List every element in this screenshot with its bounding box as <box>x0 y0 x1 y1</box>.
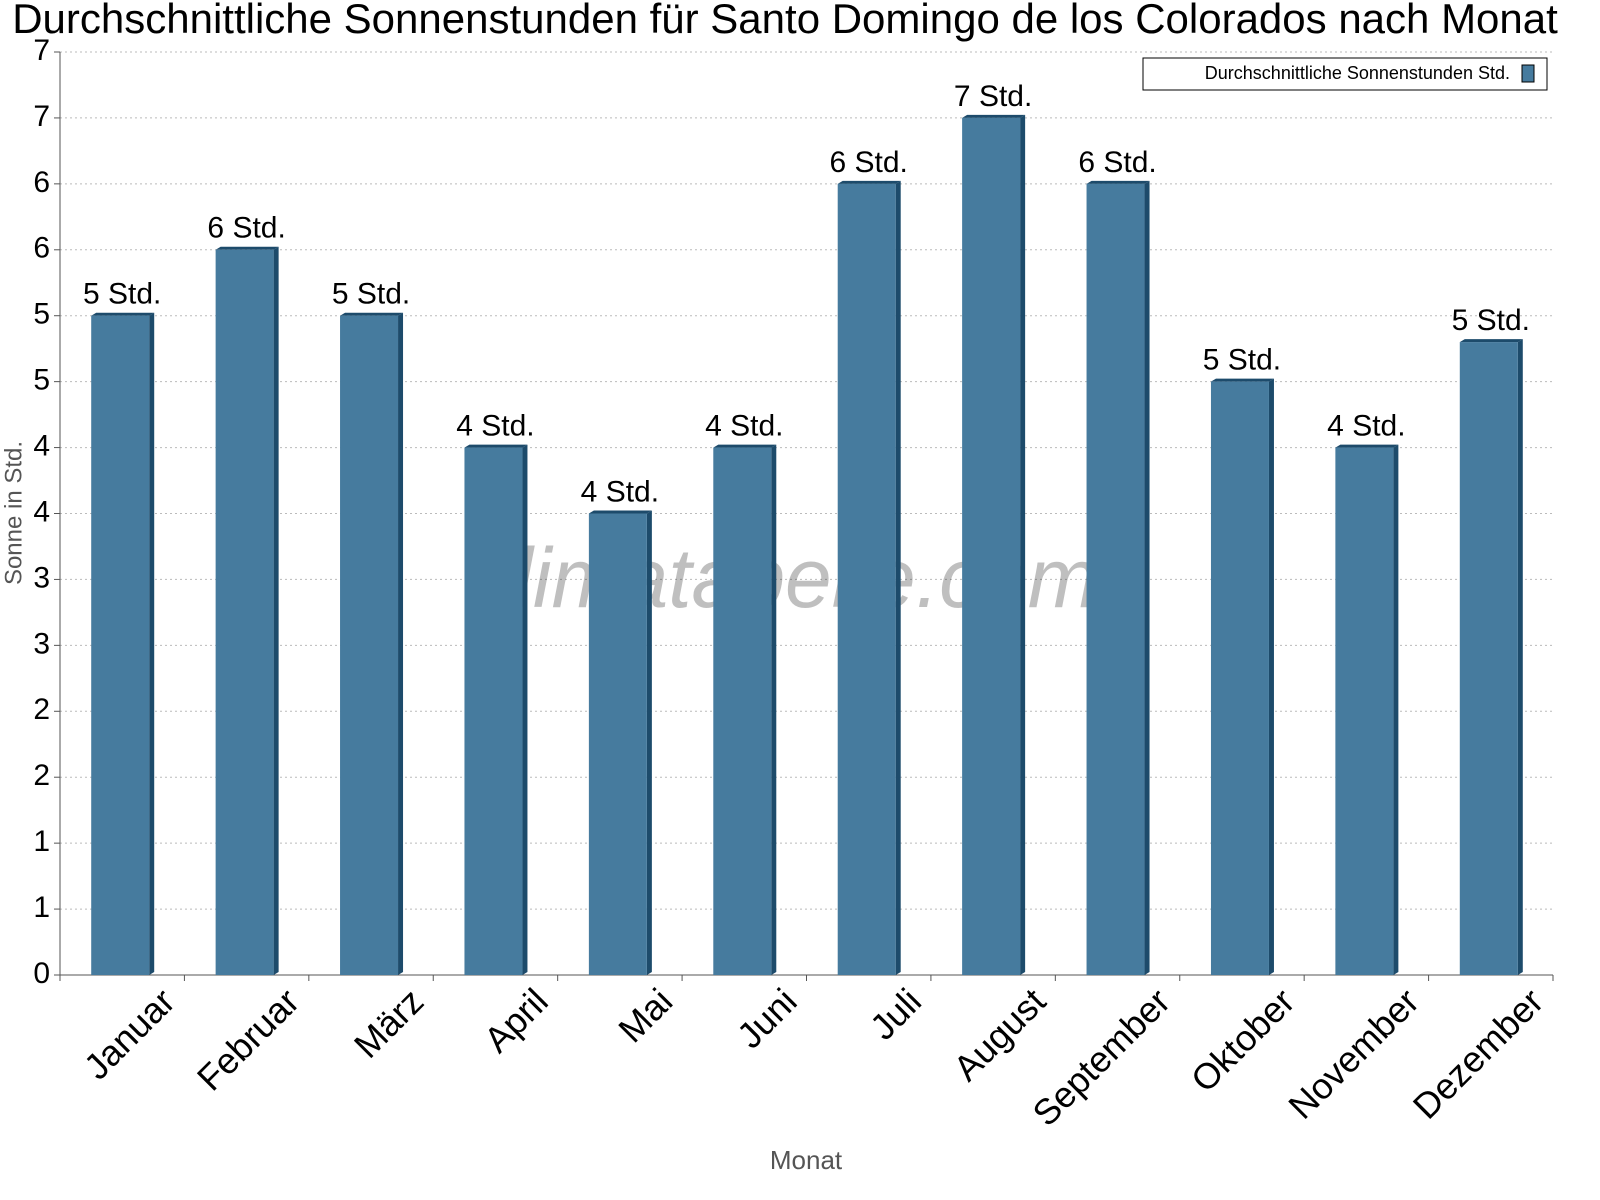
bar-group <box>1335 444 1399 976</box>
bar-side <box>771 444 777 976</box>
bar-top <box>1335 444 1399 448</box>
bar-top <box>464 444 528 448</box>
bar-group <box>464 444 528 976</box>
bar-side <box>273 246 279 976</box>
bar-side <box>646 510 652 975</box>
data-label: 6 Std. <box>1078 146 1156 179</box>
y-tick-label: 7 <box>33 34 50 67</box>
bar <box>1335 447 1394 976</box>
bar <box>215 249 274 976</box>
bar <box>1210 381 1269 976</box>
bar <box>91 315 150 975</box>
bar <box>340 315 399 975</box>
y-tick-label: 5 <box>33 364 50 397</box>
bar-side <box>398 312 404 975</box>
bar-side <box>1020 114 1026 975</box>
y-tick-label: 6 <box>33 166 50 199</box>
bar-group <box>215 246 279 976</box>
data-label: 4 Std. <box>581 475 659 508</box>
bar-top <box>1086 180 1150 184</box>
y-tick-label: 5 <box>33 298 50 331</box>
bar <box>962 117 1021 975</box>
bar-group <box>91 312 155 975</box>
bar-side <box>1144 180 1150 975</box>
bar-group <box>962 114 1026 975</box>
bar-top <box>588 510 652 514</box>
bar-group <box>340 312 404 975</box>
bar-side <box>522 444 528 976</box>
chart-title: Durchschnittliche Sonnenstunden für Sant… <box>12 0 1558 42</box>
bar <box>713 447 772 976</box>
y-axis-label: Sonne in Std. <box>0 441 27 585</box>
legend-label: Durchschnittliche Sonnenstunden Std. <box>1205 63 1510 83</box>
bar <box>464 447 523 976</box>
y-tick-label: 3 <box>33 561 50 594</box>
bar-top <box>837 180 901 184</box>
data-label: 5 Std. <box>83 278 161 311</box>
y-tick-label: 3 <box>33 627 50 660</box>
y-tick-label: 2 <box>33 693 50 726</box>
y-tick-label: 1 <box>33 891 50 924</box>
y-tick-label: 7 <box>33 100 50 133</box>
y-tick-label: 0 <box>33 957 50 990</box>
data-label: 4 Std. <box>1327 409 1405 442</box>
bar-group <box>837 180 901 975</box>
bar <box>588 513 647 975</box>
data-label: 6 Std. <box>830 146 908 179</box>
bar-group <box>1210 378 1274 976</box>
legend-swatch <box>1521 64 1535 83</box>
y-tick-label: 6 <box>33 232 50 265</box>
legend-box <box>1142 57 1548 91</box>
bar <box>837 183 896 975</box>
y-tick-label: 4 <box>33 495 50 528</box>
data-label: 5 Std. <box>332 278 410 311</box>
bar-top <box>1459 339 1523 343</box>
data-label: 4 Std. <box>456 409 534 442</box>
data-label: 4 Std. <box>705 409 783 442</box>
bar-group <box>588 510 652 975</box>
bar <box>1086 183 1145 975</box>
y-tick-label: 1 <box>33 825 50 858</box>
data-label: 7 Std. <box>954 80 1032 113</box>
bar-side <box>1393 444 1399 976</box>
data-label: 6 Std. <box>207 212 285 245</box>
bar-top <box>713 444 777 448</box>
data-label: 5 Std. <box>1452 304 1530 337</box>
bar-top <box>962 114 1026 118</box>
x-axis-label: Monat <box>770 1145 843 1175</box>
bar-group <box>1459 339 1523 976</box>
bar-top <box>340 312 404 316</box>
bar-top <box>91 312 155 316</box>
bar-side <box>149 312 155 975</box>
bar-side <box>895 180 901 975</box>
y-tick-label: 2 <box>33 759 50 792</box>
data-label: 5 Std. <box>1203 344 1281 377</box>
bar-top <box>1210 378 1274 382</box>
bar-group <box>1086 180 1150 975</box>
bar-top <box>215 246 279 250</box>
bar-group <box>713 444 777 976</box>
bar-side <box>1517 339 1523 976</box>
bar <box>1459 342 1518 976</box>
y-tick-label: 4 <box>33 429 50 462</box>
bar-side <box>1268 378 1274 976</box>
